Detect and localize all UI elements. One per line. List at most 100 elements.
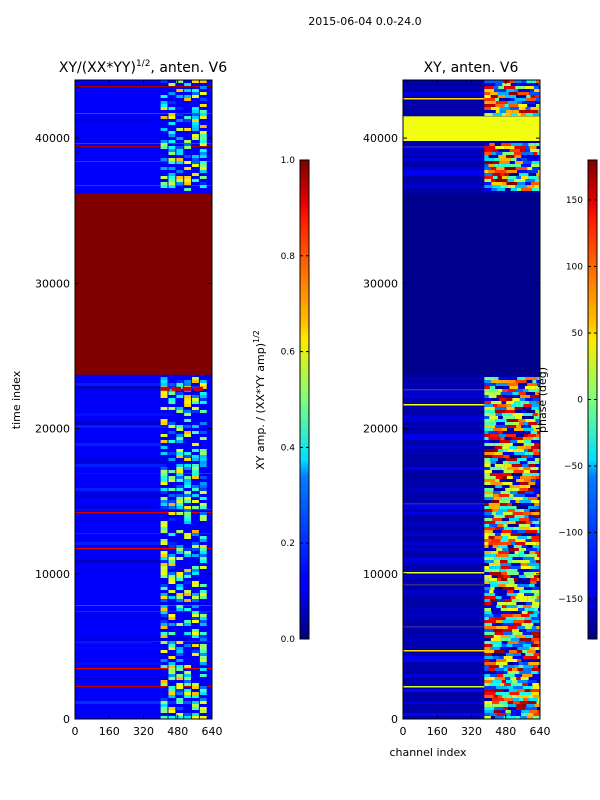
left-heatmap-cell (199, 545, 207, 548)
left-heatmap-cell (199, 410, 207, 413)
right-heatmap-cell (519, 398, 526, 401)
right-heatmap-cell (530, 89, 535, 92)
right-heatmap-cell (510, 440, 518, 443)
left-heatmap-cell (199, 185, 207, 188)
right-ytick-label: 10000 (363, 568, 398, 581)
right-heatmap-cell (484, 521, 496, 524)
left-heatmap-cell (199, 707, 207, 710)
right-colorbar-tick-label: −150 (558, 595, 583, 605)
right-heatmap-cell (535, 509, 540, 512)
right-heatmap-cell (484, 458, 490, 461)
right-heatmap-cell (513, 653, 522, 656)
right-heatmap-cell (511, 473, 523, 476)
right-ytick-label: 0 (391, 713, 398, 726)
right-heatmap-cell (525, 149, 531, 152)
right-heatmap-cell (513, 578, 519, 581)
left-heatmap-cell (192, 716, 199, 719)
left-heatmap-cell (168, 107, 176, 110)
right-heatmap-cell (491, 653, 500, 656)
right-heatmap-cell (484, 449, 493, 452)
right-heatmap-cell (509, 518, 520, 521)
right-heatmap-cell (508, 104, 519, 107)
right-heatmap-cell (532, 398, 540, 401)
right-heatmap-cell (533, 641, 540, 644)
left-heatmap-cell (168, 563, 176, 566)
right-heatmap-cell (519, 698, 524, 701)
right-heatmap-cell (493, 656, 500, 659)
right-heatmap-cell (507, 428, 514, 431)
right-heatmap-strip (403, 563, 485, 566)
left-heatmap-cell (176, 701, 184, 704)
right-heatmap-cell (489, 458, 499, 461)
left-heatmap-cell (168, 572, 176, 575)
right-heatmap-cell (525, 182, 531, 185)
right-xtick-label: 640 (530, 725, 551, 738)
right-heatmap-cell (484, 440, 490, 443)
right-heatmap-cell (499, 653, 507, 656)
right-heatmap-cell (514, 674, 523, 677)
right-heatmap-cell (496, 659, 507, 662)
right-heatmap-cell (509, 161, 515, 164)
right-heatmap-cell (522, 101, 527, 104)
right-heatmap-cell (519, 554, 526, 557)
left-heatmap-cell (168, 179, 176, 182)
right-heatmap-cell (489, 473, 502, 476)
right-heatmap-cell (522, 656, 531, 659)
right-heatmap-cell (493, 494, 499, 497)
left-heatmap-cell (176, 95, 184, 98)
left-heatmap-cell (168, 614, 176, 617)
right-heatmap-cell (490, 464, 495, 467)
left-heatmap-cell (176, 659, 184, 662)
left-heatmap-cell (168, 83, 176, 86)
left-heatmap-cell (176, 584, 184, 587)
right-heatmap-cell (502, 431, 510, 434)
right-heatmap-strip (403, 590, 485, 593)
left-heatmap-cell (168, 578, 176, 581)
right-heatmap-cell (514, 80, 522, 83)
right-heatmap-cell (495, 620, 503, 623)
right-heatmap-cell (500, 533, 511, 536)
left-heatmap-cell (168, 167, 176, 170)
right-heatmap-cell (496, 554, 509, 557)
left-heatmap-cell (160, 104, 168, 107)
left-heatmap-cell (168, 671, 176, 674)
right-heatmap-strip (403, 533, 485, 536)
left-colorbar-tick-label: 0.4 (281, 443, 296, 453)
right-heatmap-strip (403, 506, 485, 509)
right-heatmap-cell (523, 662, 529, 665)
right-heatmap-cell (535, 410, 540, 413)
right-heatmap-cell (533, 635, 540, 638)
right-heatmap-cell (526, 380, 533, 383)
right-heatmap-cell (493, 635, 501, 638)
left-heatmap-cell (192, 179, 199, 182)
right-heatmap-cell (497, 695, 503, 698)
right-heatmap-cell (523, 698, 529, 701)
right-heatmap-cell (510, 566, 521, 569)
right-heatmap-cell (525, 635, 534, 638)
right-heatmap-cell (502, 536, 509, 539)
right-heatmap-cell (501, 473, 512, 476)
right-heatmap-cell (514, 401, 520, 404)
right-heatmap-cell (512, 497, 523, 500)
left-heatmap-cell (168, 647, 176, 650)
right-heatmap-cell (527, 545, 533, 548)
right-heatmap-cell (510, 677, 517, 680)
right-heatmap-cell (520, 149, 526, 152)
right-heatmap-cell (509, 149, 521, 152)
left-heatmap-cell (199, 455, 207, 458)
left-heatmap-strip (75, 638, 189, 641)
right-heatmap-cell (490, 599, 497, 602)
right-heatmap-strip (403, 476, 485, 479)
right-heatmap-cell (507, 608, 519, 611)
left-heatmap-cell (168, 392, 176, 395)
right-heatmap-cell (507, 560, 512, 563)
right-heatmap-cell (502, 476, 507, 479)
right-heatmap-cell (497, 545, 508, 548)
right-heatmap-cell (511, 437, 523, 440)
right-heatmap-cell (517, 650, 523, 653)
left-ylabel: time index (10, 370, 23, 429)
right-heatmap-cell (484, 602, 492, 605)
right-heatmap-cell (527, 650, 536, 653)
left-heatmap-hot-cell (182, 386, 193, 391)
left-heatmap-cell (176, 551, 184, 554)
